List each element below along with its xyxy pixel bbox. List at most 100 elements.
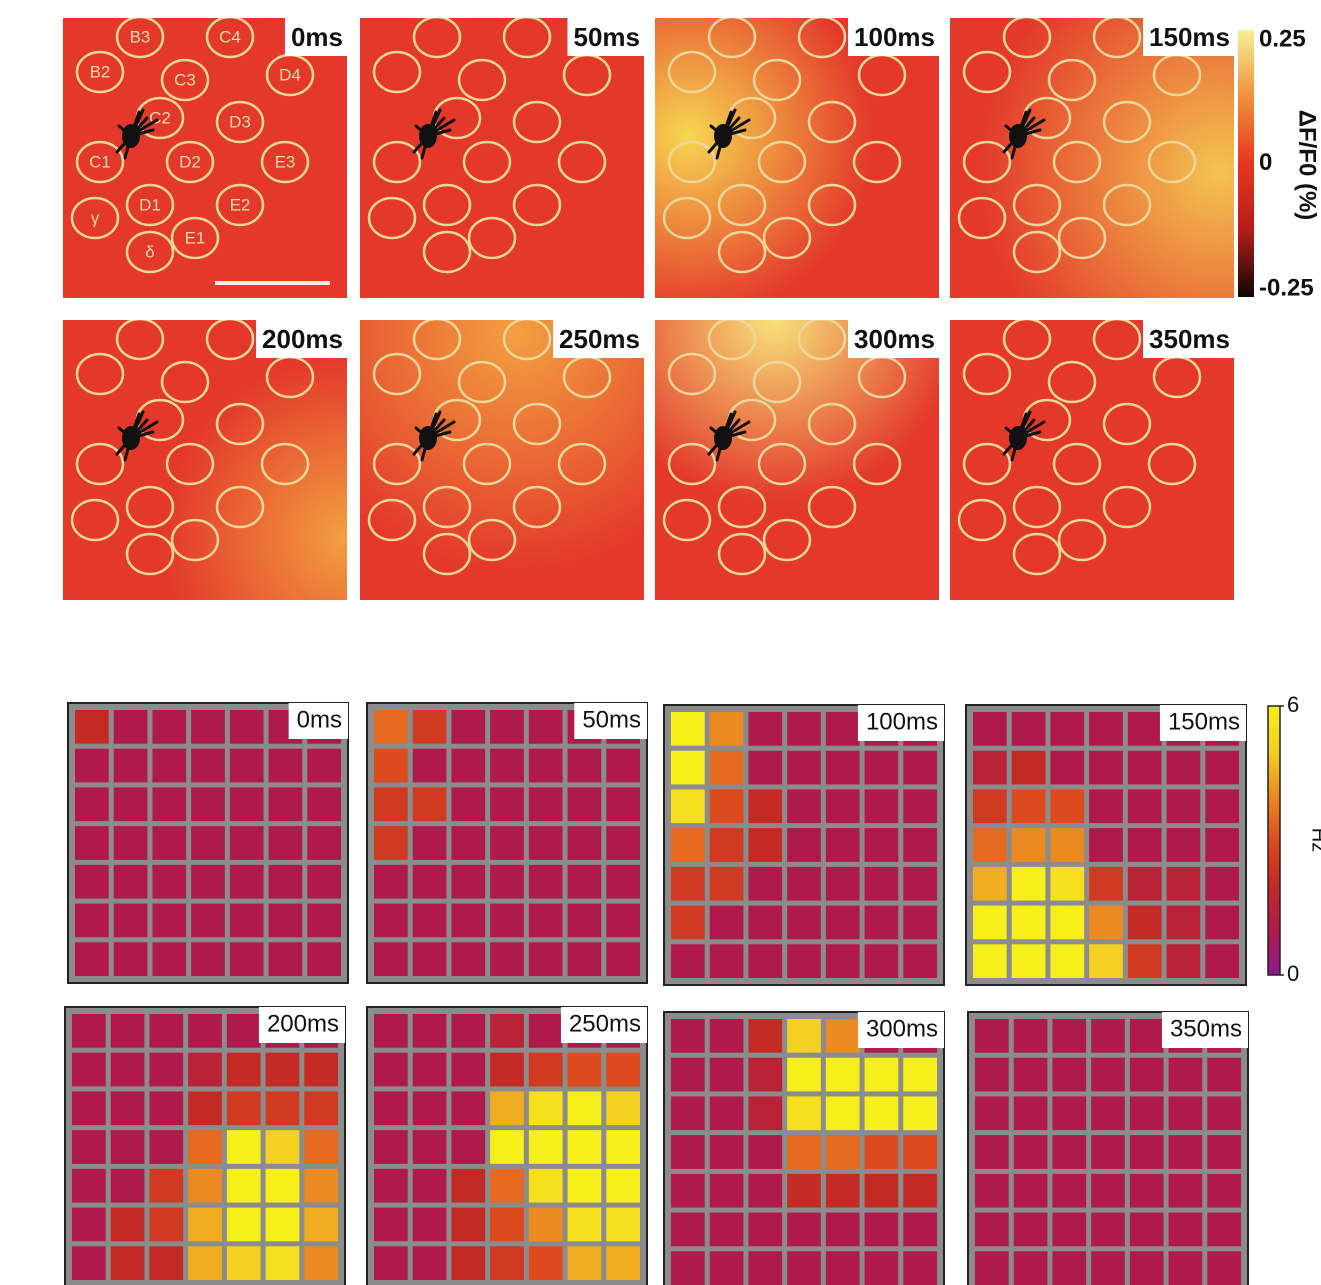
grid-cell [1014,1058,1048,1092]
grid-cell [1091,1019,1125,1053]
grid-cell [1089,751,1123,785]
grid-cell [748,828,782,862]
grid-cell [826,1096,860,1130]
grid-cell [413,749,447,783]
grid-cell [568,1246,602,1280]
grid-cell [230,826,264,860]
grid-cell [114,826,148,860]
grid-cell [748,1058,782,1092]
barrel-label: D2 [179,152,201,171]
grid-cell [568,826,602,860]
grid-cell [710,789,744,823]
grid-cell [191,904,225,938]
grid-cell [75,826,109,860]
grid-cell [826,751,860,785]
grid-cell [1052,1251,1086,1285]
grid-cell [1014,1135,1048,1169]
grid-cell [72,1014,106,1048]
grid-cell [413,1169,447,1203]
grid-cell [307,942,341,976]
grid-cell [374,826,408,860]
grid-cell [149,1169,183,1203]
grid-cell [973,712,1007,746]
grid-cell [787,1174,821,1208]
grid-cell [903,789,937,823]
grid-cell [152,826,186,860]
grid-cell [490,1130,524,1164]
grid-cell [1089,867,1123,901]
grid-cell [903,828,937,862]
grid-cell [1050,867,1084,901]
grid-cell [490,710,524,744]
time-label: 300ms [866,1015,938,1042]
grid-cell [374,787,408,821]
grid-cell [1012,944,1046,978]
grid-cell [975,1251,1009,1285]
grid-cell [568,1091,602,1125]
grid-cell [75,710,109,744]
imaging-panel: 200ms [63,319,349,600]
grid-cell [304,1053,338,1087]
grid-cell [787,1096,821,1130]
grid-cell [568,787,602,821]
grid-cell [269,749,303,783]
grid-cell [188,1208,222,1242]
grid-cell [188,1014,222,1048]
grid-cell [413,710,447,744]
grid-cell [152,865,186,899]
grid-cell [374,1053,408,1087]
grid-cell [903,1096,937,1130]
grid-cell [529,749,563,783]
grid-cell [529,1169,563,1203]
grid-cell [568,1208,602,1242]
grid-cell [865,1096,899,1130]
rate-grid: 50ms [367,703,647,983]
grid-cell [568,1053,602,1087]
grid-cell [490,1208,524,1242]
grid-cell [1167,789,1201,823]
imaging-panel: 50ms [360,17,646,298]
grid-cell [787,751,821,785]
grid-cell [1169,1174,1203,1208]
grid-cell [114,942,148,976]
barrel-label: D4 [279,65,301,84]
grid-cell [826,906,860,940]
grid-cell [710,1096,744,1130]
grid-cell [1050,712,1084,746]
grid-cell [1130,1058,1164,1092]
grid-cell [903,1135,937,1169]
grid-cell [903,906,937,940]
grid-cell [606,942,640,976]
grid-cell [606,787,640,821]
time-label: 100ms [866,708,938,735]
grid-cell [451,865,485,899]
grid-cell [266,1169,300,1203]
grid-cell [413,1130,447,1164]
grid-cell [490,1091,524,1125]
grid-cell [75,942,109,976]
grid-cell [413,942,447,976]
grid-cell [903,1174,937,1208]
grid-cell [1128,906,1162,940]
grid-cell [114,865,148,899]
grid-cell [266,1053,300,1087]
grid-cell [1167,828,1201,862]
grid-cell [826,1213,860,1247]
grid-cell [671,944,705,978]
grid-cell [413,904,447,938]
rate-grid: 350ms [968,1012,1248,1285]
grid-cell [413,865,447,899]
grid-cell [152,904,186,938]
grid-cell [1052,1096,1086,1130]
barrel-label: B2 [90,62,111,81]
grid-cell [413,1053,447,1087]
grid-cell [149,1130,183,1164]
grid-cell [606,1169,640,1203]
grid-cell [529,865,563,899]
grid-cell [266,1091,300,1125]
grid-cell [787,828,821,862]
grid-cell [529,826,563,860]
grid-cell [1012,906,1046,940]
grid-cell [304,1169,338,1203]
grid-cell [568,749,602,783]
